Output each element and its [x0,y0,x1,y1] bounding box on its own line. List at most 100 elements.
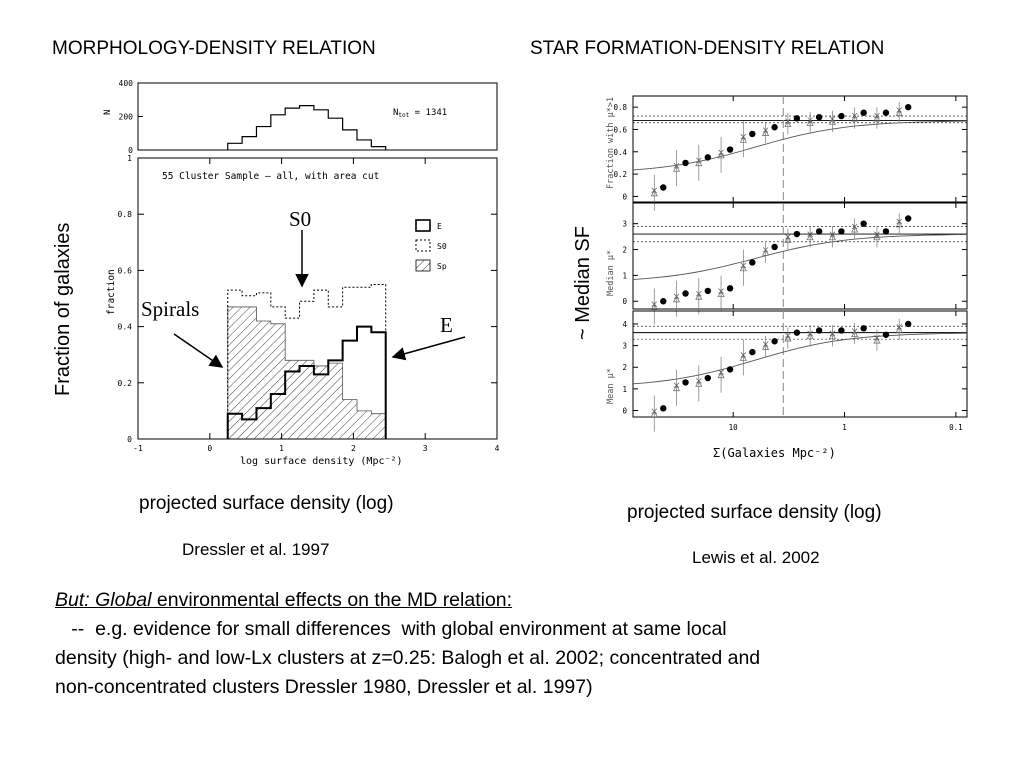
sf-ytick-label: 0.2 [613,170,627,179]
s0-annotation: S0 [289,207,312,231]
sf-data-point [704,154,711,161]
e-histogram [226,325,387,439]
main-ytick-label: 0.6 [118,266,133,275]
sf-panel: 0 1 2 3 Median μ* [606,202,968,325]
spirals-arrow [173,333,224,368]
sf-triangle-point [895,109,903,116]
sf-cross-point [829,116,836,122]
sf-panel-ylabel: Fraction with μ*>1 [606,97,616,189]
sf-ytick-label: 2 [622,363,627,372]
sf-data-point [838,228,845,235]
sf-xtick-label: 1 [842,423,847,432]
legend-label-e: E [437,222,442,231]
sf-model-curve [632,234,968,280]
sf-data-point [905,103,912,111]
sf-triangle-point [784,236,792,243]
sf-ytick-label: 0 [622,407,627,416]
main-xtick-label: 4 [495,444,500,453]
main-xtick-label: 1 [279,444,284,453]
main-xlabel: log surface density (Mpc⁻²) [240,456,403,467]
sf-data-point [704,374,711,382]
legend: E S0 Sp [415,219,447,272]
sf-cross-point [851,328,858,334]
sf-cross-point [785,234,791,240]
top-hist-ytick-label: 0 [128,146,133,155]
sf-triangle-point [851,330,859,338]
sf-triangle-point [873,234,881,241]
sf-data-point [882,109,890,116]
s0-histogram [227,283,387,439]
legend-swatch-sp [415,259,431,272]
sf-triangle-point [873,115,881,122]
sf-cross-point [673,382,680,388]
sf-data-point [860,325,867,332]
footer-line-1: -- e.g. evidence for small differences w… [55,618,727,640]
sf-cross-point [829,330,836,337]
main-ytick-label: 0 [127,435,132,444]
sf-cross-point [807,330,813,337]
sf-ytick-label: 2 [622,246,627,255]
spirals-annotation: Spirals [141,297,200,321]
sf-triangle-point [739,265,747,272]
sf-triangle-point [784,335,792,342]
sf-triangle-point [784,120,792,128]
sf-cross-point [829,231,836,238]
footer-line-2: density (high- and low-Lx clusters at z=… [55,647,761,669]
sf-triangle-point [695,160,703,167]
sf-triangle-point [851,115,859,122]
footer-text: But: Global environmental effects on the… [55,586,1005,702]
sf-panel-ylabel: Median μ* [606,250,616,296]
sf-xtick-label: 10 [729,423,739,432]
sf-triangle-point [739,136,747,143]
sf-ytick-label: 0.6 [613,125,627,134]
main-ylabel: fraction [106,269,117,315]
right-reference: Lewis et al. 2002 [692,548,820,567]
main-xtick-label: 0 [207,444,212,453]
sf-data-point [793,329,801,336]
sf-data-point [838,112,845,120]
sf-ytick-label: 0.8 [613,103,627,112]
left-outer-ylabel: Fraction of galaxies [52,222,74,396]
main-xtick-label: 3 [423,444,428,453]
sf-cross-point [651,187,658,194]
sf-data-point [682,290,689,297]
footer-line-3: non-concentrated clusters Dressler 1980,… [55,676,593,698]
sf-triangle-point [806,119,814,126]
sf-data-point [660,184,667,191]
sf-triangle-point [828,234,837,241]
sf-data-point [793,230,801,238]
footer-heading: But: Global environmental effects on the… [55,586,1005,615]
legend-swatch-s0 [415,239,431,252]
footer-heading-rest: environmental effects on the MD relation… [151,589,513,611]
sf-ytick-label: 0.4 [613,148,627,157]
sf-data-point [860,220,867,227]
sf-cross-point [762,247,769,253]
sf-ytick-label: 3 [622,342,627,351]
sf-data-point [726,285,734,292]
sf-triangle-point [806,234,814,241]
sf-data-point [905,320,912,328]
sf-data-point [682,159,689,167]
sf-triangle-point [672,296,681,303]
sf-triangle-point [761,249,770,256]
sf-ytick-label: 0 [622,192,627,201]
sf-cross-point [718,149,724,156]
sf-triangle-point [806,333,814,340]
sf-data-point [771,338,778,345]
legend-label-s0: S0 [437,242,447,251]
sf-cross-point [851,223,858,230]
sf-data-point [838,327,845,334]
top-hist-ytick-label: 400 [119,79,134,88]
main-ytick-label: 0.4 [118,323,133,332]
sf-data-point [771,243,778,251]
sf-triangle-point [695,380,703,387]
sf-data-point [704,287,711,295]
ntot-label: Ntot = 1341 [393,108,447,119]
sf-triangle-point [717,290,725,298]
sf-data-point [749,259,756,266]
sf-cross-point [896,324,902,330]
right-caption: projected surface density (log) [627,502,882,523]
sf-data-point [682,379,689,386]
main-ytick-label: 1 [127,154,132,163]
